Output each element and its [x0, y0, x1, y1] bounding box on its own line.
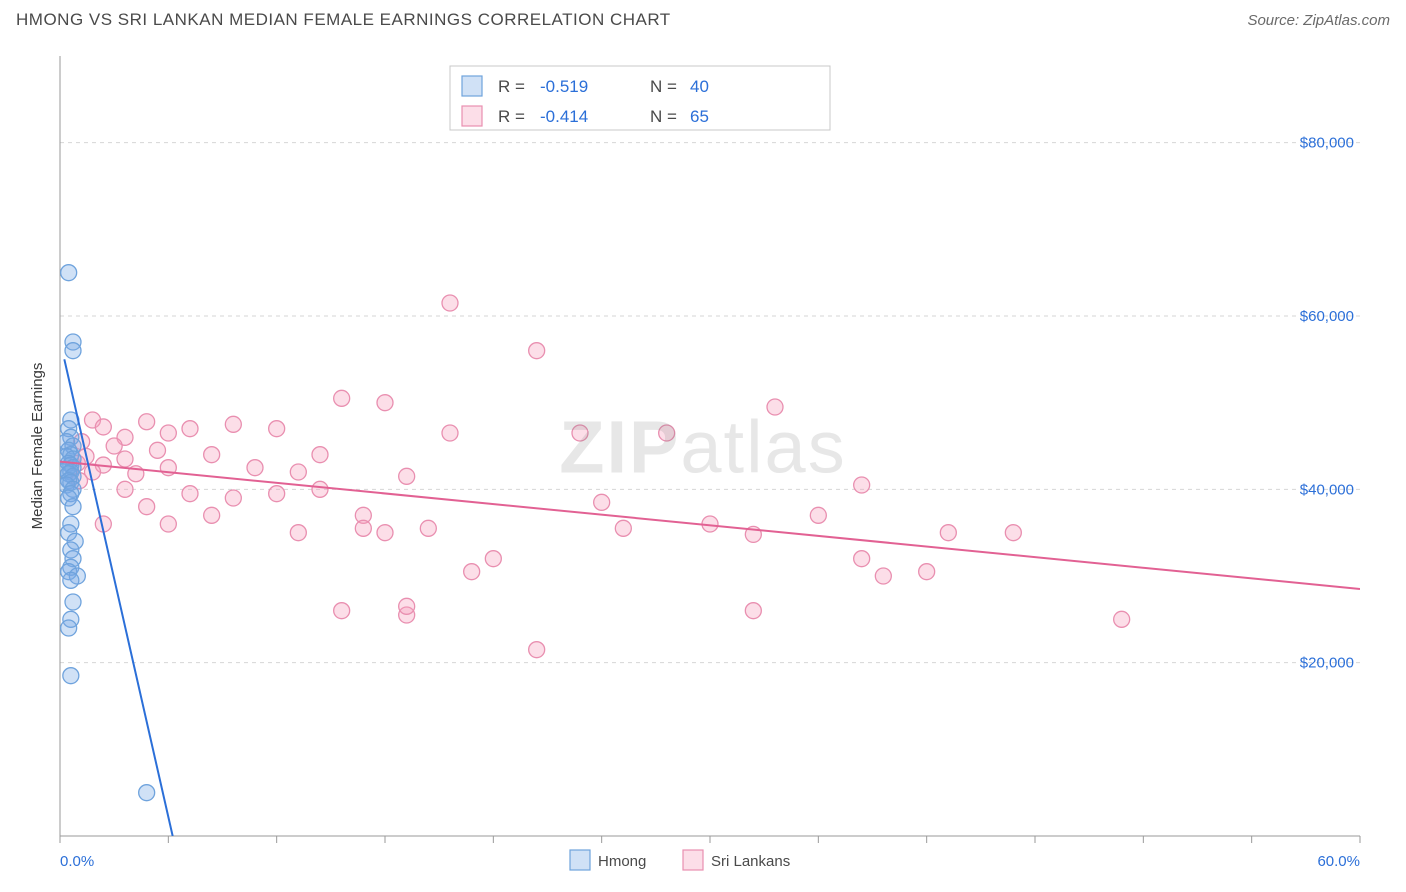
srilankan-point	[529, 343, 545, 359]
srilankan-point	[225, 490, 241, 506]
srilankan-point	[204, 447, 220, 463]
srilankan-point	[312, 481, 328, 497]
hmong-point	[61, 620, 77, 636]
srilankan-point	[290, 525, 306, 541]
srilankan-point	[290, 464, 306, 480]
srilankan-point	[420, 520, 436, 536]
srilankan-point	[355, 520, 371, 536]
hmong-point	[65, 343, 81, 359]
stats-r-value: -0.519	[540, 77, 588, 96]
srilankan-point	[875, 568, 891, 584]
srilankan-point	[204, 507, 220, 523]
srilankan-point	[247, 460, 263, 476]
srilankan-point	[1114, 611, 1130, 627]
srilankan-point	[767, 399, 783, 415]
legend-swatch	[570, 850, 590, 870]
srilankan-point	[160, 425, 176, 441]
srilankan-point	[377, 525, 393, 541]
x-max-label: 60.0%	[1317, 853, 1360, 870]
srilankan-point	[594, 494, 610, 510]
stats-r-label: R =	[498, 107, 525, 126]
stats-n-label: N =	[650, 107, 677, 126]
hmong-trendline	[64, 359, 172, 836]
srilankan-point	[745, 603, 761, 619]
hmong-point	[139, 785, 155, 801]
stats-r-value: -0.414	[540, 107, 588, 126]
srilankan-point	[464, 564, 480, 580]
srilankan-point	[940, 525, 956, 541]
srilankan-point	[106, 438, 122, 454]
y-tick-label: $20,000	[1300, 655, 1354, 672]
srilankan-point	[312, 447, 328, 463]
srilankan-point	[225, 416, 241, 432]
srilankan-point	[399, 468, 415, 484]
legend-label: Hmong	[598, 853, 646, 870]
y-tick-label: $40,000	[1300, 481, 1354, 498]
srilankan-trendline	[60, 462, 1360, 589]
x-min-label: 0.0%	[60, 853, 94, 870]
stats-swatch	[462, 106, 482, 126]
srilankan-point	[377, 395, 393, 411]
srilankan-point	[659, 425, 675, 441]
chart-container: $20,000 $40,000 $60,000 $80,000 0.0% 60.0% Med…	[16, 46, 1390, 882]
y-tick-label: $60,000	[1300, 308, 1354, 325]
stats-n-label: N =	[650, 77, 677, 96]
hmong-point	[63, 668, 79, 684]
source-label: Source: ZipAtlas.com	[1247, 12, 1390, 29]
srilankan-point	[182, 486, 198, 502]
srilankan-point	[334, 603, 350, 619]
srilankan-point	[139, 499, 155, 515]
srilankan-point	[810, 507, 826, 523]
srilankan-point	[854, 477, 870, 493]
stats-swatch	[462, 76, 482, 96]
srilankan-point	[269, 486, 285, 502]
srilankan-point	[160, 516, 176, 532]
stats-r-label: R =	[498, 77, 525, 96]
srilankan-point	[117, 481, 133, 497]
srilankan-point	[572, 425, 588, 441]
hmong-point	[61, 265, 77, 281]
stats-n-value: 40	[690, 77, 709, 96]
srilankan-point	[95, 419, 111, 435]
chart-title: HMONG VS SRI LANKAN MEDIAN FEMALE EARNIN…	[16, 10, 671, 30]
y-tick-label: $80,000	[1300, 135, 1354, 152]
hmong-point	[65, 499, 81, 515]
srilankan-point	[139, 414, 155, 430]
srilankan-point	[399, 598, 415, 614]
srilankan-point	[919, 564, 935, 580]
srilankan-point	[150, 442, 166, 458]
scatter-chart: $20,000 $40,000 $60,000 $80,000 0.0% 60.0% Med…	[16, 46, 1390, 882]
srilankan-point	[117, 451, 133, 467]
legend-swatch	[683, 850, 703, 870]
srilankan-point	[182, 421, 198, 437]
srilankan-point	[854, 551, 870, 567]
srilankan-point	[442, 425, 458, 441]
srilankan-point	[334, 390, 350, 406]
srilankan-point	[269, 421, 285, 437]
srilankan-point	[529, 642, 545, 658]
legend-label: Sri Lankans	[711, 853, 790, 870]
srilankan-point	[1005, 525, 1021, 541]
srilankan-point	[485, 551, 501, 567]
y-axis-label: Median Female Earnings	[29, 363, 46, 530]
srilankan-point	[442, 295, 458, 311]
stats-n-value: 65	[690, 107, 709, 126]
srilankan-point	[615, 520, 631, 536]
hmong-point	[65, 594, 81, 610]
hmong-point	[63, 572, 79, 588]
